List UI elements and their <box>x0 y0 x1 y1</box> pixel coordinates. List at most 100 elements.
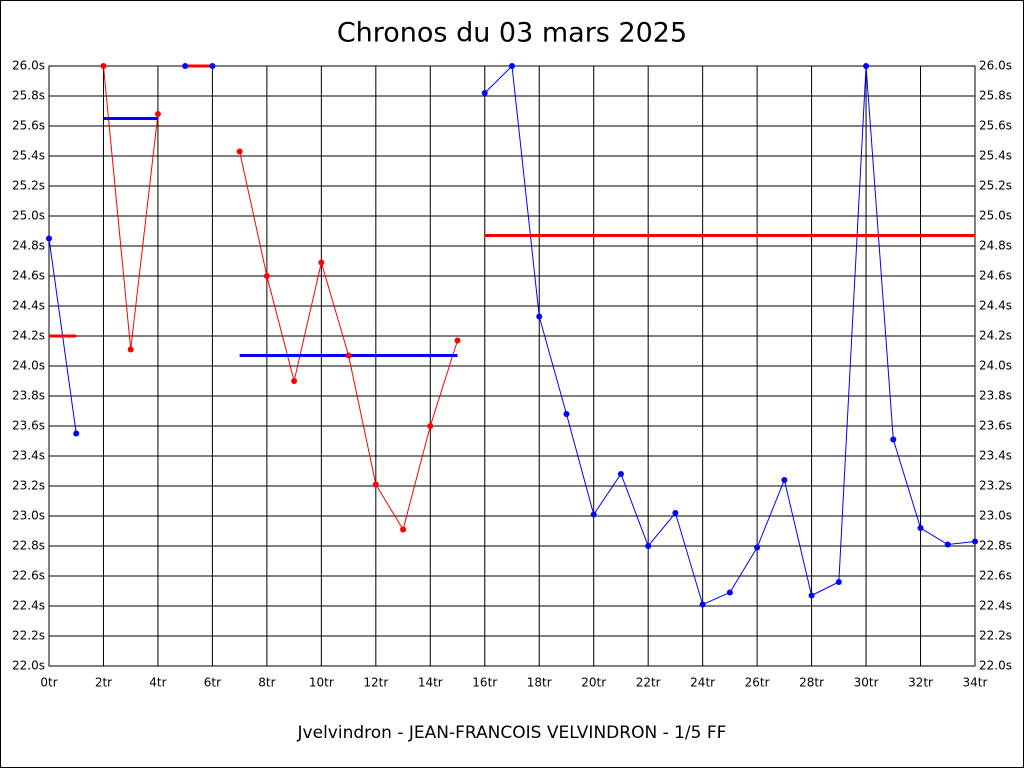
y2-tick-label: 25.6s <box>979 119 1012 133</box>
x-tick-label: 6tr <box>204 676 221 690</box>
data-point <box>699 601 706 608</box>
data-point <box>291 378 298 384</box>
y2-tick-label: 22.8s <box>979 539 1012 553</box>
x-tick-label: 34tr <box>963 676 988 690</box>
y2-tick-label: 22.2s <box>979 629 1012 643</box>
data-point <box>345 352 352 359</box>
x-tick-label: 30tr <box>854 676 879 690</box>
chart-title: Chronos du 03 mars 2025 <box>337 18 687 49</box>
x-tick-label: 32tr <box>908 676 933 690</box>
x-tick-label: 14tr <box>418 676 443 690</box>
y-tick-label: 25.2s <box>12 179 45 193</box>
y-tick-label: 24.8s <box>12 239 45 253</box>
data-point <box>917 525 924 531</box>
data-point <box>754 544 761 551</box>
y2-tick-label: 23.8s <box>979 389 1012 403</box>
y2-tick-label: 25.0s <box>979 209 1012 223</box>
data-point <box>127 346 134 353</box>
x-tick-label: 8tr <box>258 676 275 690</box>
x-tick-label: 20tr <box>581 676 606 690</box>
y2-tick-label: 22.0s <box>979 659 1012 673</box>
data-point <box>73 430 80 437</box>
y-tick-label: 22.2s <box>12 629 45 643</box>
y-tick-label: 22.8s <box>12 539 45 553</box>
y-tick-label: 23.4s <box>12 449 45 463</box>
x-tick-label: 2tr <box>95 676 112 690</box>
data-point <box>645 543 652 549</box>
y-tick-label: 24.0s <box>12 359 45 373</box>
y-tick-label: 22.4s <box>12 599 45 613</box>
y-tick-label: 23.2s <box>12 479 45 493</box>
y-tick-label: 23.6s <box>12 419 45 433</box>
data-point <box>617 471 624 477</box>
y-tick-label: 23.0s <box>12 509 45 523</box>
y2-tick-label: 24.6s <box>979 269 1012 283</box>
y-tick-label: 25.6s <box>12 119 45 133</box>
y2-tick-label: 24.2s <box>979 329 1012 343</box>
y-tick-label: 24.4s <box>12 299 45 313</box>
x-tick-label: 28tr <box>799 676 824 690</box>
y2-tick-label: 22.4s <box>979 599 1012 613</box>
y2-tick-label: 25.4s <box>979 149 1012 163</box>
y-tick-label: 23.8s <box>12 389 45 403</box>
x-tick-label: 16tr <box>472 676 497 690</box>
y-tick-label: 25.8s <box>12 89 45 103</box>
y2-tick-label: 24.4s <box>979 299 1012 313</box>
y2-tick-label: 24.8s <box>979 239 1012 253</box>
data-point <box>263 273 270 279</box>
data-point <box>318 259 325 266</box>
data-point <box>726 589 733 596</box>
data-point <box>236 148 243 155</box>
x-tick-label: 10tr <box>309 676 334 690</box>
data-point <box>808 592 815 599</box>
data-point <box>209 63 216 69</box>
x-tick-label: 18tr <box>527 676 552 690</box>
x-tick-label: 24tr <box>690 676 715 690</box>
data-point <box>890 436 897 443</box>
y-tick-label: 25.4s <box>12 149 45 163</box>
y2-tick-label: 24.0s <box>979 359 1012 373</box>
data-point <box>372 481 379 488</box>
data-point <box>863 63 870 69</box>
data-point <box>781 477 788 483</box>
data-point <box>835 579 842 585</box>
y2-tick-label: 23.0s <box>979 509 1012 523</box>
y-tick-label: 26.0s <box>12 59 45 73</box>
x-tick-label: 26tr <box>745 676 770 690</box>
y-tick-label: 24.6s <box>12 269 45 283</box>
data-point <box>481 90 488 96</box>
data-point <box>972 538 978 545</box>
x-tick-label: 4tr <box>149 676 166 690</box>
y2-tick-label: 23.6s <box>979 419 1012 433</box>
data-point <box>590 511 597 518</box>
data-point <box>563 411 570 417</box>
y2-tick-label: 26.0s <box>979 59 1012 73</box>
y-tick-label: 24.2s <box>12 329 45 343</box>
x-tick-label: 0tr <box>40 676 57 690</box>
y-tick-label: 22.0s <box>12 659 45 673</box>
x-tick-label: 12tr <box>363 676 388 690</box>
y2-tick-label: 23.4s <box>979 449 1012 463</box>
data-point <box>400 526 407 533</box>
y-tick-label: 25.0s <box>12 209 45 223</box>
data-point <box>46 235 52 242</box>
data-point <box>100 63 107 69</box>
data-point <box>427 423 434 429</box>
data-point <box>454 337 461 344</box>
data-point <box>944 541 951 548</box>
data-point <box>182 63 189 69</box>
data-point <box>672 510 679 516</box>
y2-tick-label: 23.2s <box>979 479 1012 493</box>
data-point <box>154 111 161 117</box>
x-tick-label: 22tr <box>636 676 661 690</box>
y2-tick-label: 25.2s <box>979 179 1012 193</box>
x-axis-label: Jvelvindron - JEAN-FRANCOIS VELVINDRON -… <box>297 723 727 743</box>
y-tick-label: 22.6s <box>12 569 45 583</box>
y2-tick-label: 22.6s <box>979 569 1012 583</box>
y2-tick-label: 25.8s <box>979 89 1012 103</box>
data-point <box>509 63 515 69</box>
data-point <box>536 313 543 320</box>
